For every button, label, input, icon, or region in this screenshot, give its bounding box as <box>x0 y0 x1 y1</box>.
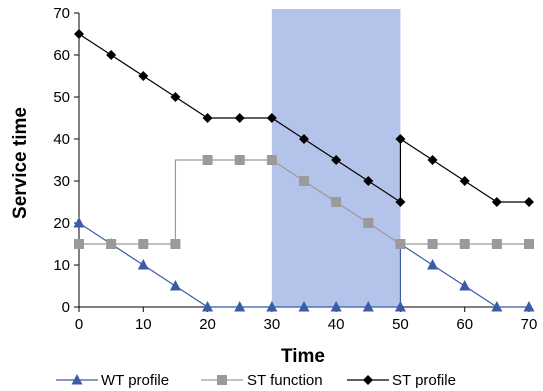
legend-item: ST function <box>201 372 323 389</box>
y-tick-label: 20 <box>53 215 70 232</box>
data-point <box>170 239 181 249</box>
y-tick-label: 60 <box>53 47 70 64</box>
data-point <box>524 197 534 207</box>
axes: 0 10 20 30 40 50 60 70 0 10 20 30 40 50 60 70 <box>53 5 537 333</box>
data-point <box>394 301 406 312</box>
data-point <box>363 176 374 186</box>
legend-item: WT profile <box>56 372 169 389</box>
y-tick-label: 70 <box>53 5 70 22</box>
data-point <box>202 155 213 165</box>
y-tick-label: 40 <box>53 131 70 148</box>
data-point <box>491 301 503 312</box>
data-point <box>459 239 470 249</box>
data-point <box>234 113 245 123</box>
data-point <box>138 71 149 81</box>
legend-label: ST profile <box>392 372 456 389</box>
data-point <box>427 239 438 249</box>
series-layer <box>73 29 535 312</box>
data-point <box>362 301 374 312</box>
data-point <box>459 176 470 186</box>
data-point <box>138 239 149 249</box>
legend-label: WT profile <box>101 372 169 389</box>
data-point <box>74 29 84 39</box>
data-point <box>202 301 214 312</box>
x-axis-title: Time <box>281 346 325 367</box>
data-point <box>363 218 374 228</box>
legend-marker <box>71 374 83 385</box>
legend-marker <box>217 375 227 385</box>
data-point <box>73 217 85 228</box>
data-point <box>266 155 277 165</box>
data-point <box>106 50 117 60</box>
x-tick-label: 20 <box>199 316 216 333</box>
data-point <box>427 155 438 165</box>
x-tick-label: 10 <box>135 316 152 333</box>
y-axis-title: Service time <box>10 107 31 219</box>
data-point <box>491 239 502 249</box>
data-point <box>524 239 534 249</box>
x-tick-label: 60 <box>456 316 473 333</box>
series-line <box>78 222 529 308</box>
data-point <box>266 113 277 123</box>
data-point <box>74 239 84 249</box>
data-point <box>137 259 149 270</box>
legend-item: ST profile <box>347 372 456 389</box>
legend: WT profile ST function ST profile <box>56 372 456 389</box>
data-point <box>395 134 406 144</box>
legend-marker <box>363 375 373 385</box>
data-point <box>106 239 117 249</box>
data-point <box>299 176 309 186</box>
x-tick-label: 40 <box>328 316 345 333</box>
data-point <box>266 301 278 312</box>
data-point <box>459 280 471 291</box>
series-line <box>78 33 529 204</box>
x-tick-label: 70 <box>521 316 538 333</box>
y-tick-label: 0 <box>62 299 70 316</box>
y-tick-label: 30 <box>53 173 70 190</box>
data-point <box>169 280 181 291</box>
series-wt-profile <box>73 217 535 312</box>
data-point <box>234 301 246 312</box>
data-point <box>298 301 310 312</box>
data-point <box>427 259 439 270</box>
legend-label: ST function <box>247 372 323 389</box>
x-tick-label: 30 <box>264 316 281 333</box>
data-point <box>234 155 245 165</box>
data-point <box>331 197 342 207</box>
data-point <box>395 239 406 249</box>
y-tick-label: 10 <box>53 257 70 274</box>
data-point <box>395 197 406 207</box>
data-point <box>491 197 502 207</box>
x-tick-label: 0 <box>75 316 83 333</box>
data-point <box>299 134 309 144</box>
y-tick-label: 50 <box>53 89 70 106</box>
data-point <box>170 92 181 102</box>
series-line <box>79 159 529 245</box>
series-st-function <box>74 155 534 249</box>
data-point <box>202 113 213 123</box>
data-point <box>523 301 535 312</box>
x-tick-label: 50 <box>392 316 409 333</box>
series-st-profile <box>74 29 534 207</box>
data-point <box>331 155 342 165</box>
data-point <box>330 301 342 312</box>
